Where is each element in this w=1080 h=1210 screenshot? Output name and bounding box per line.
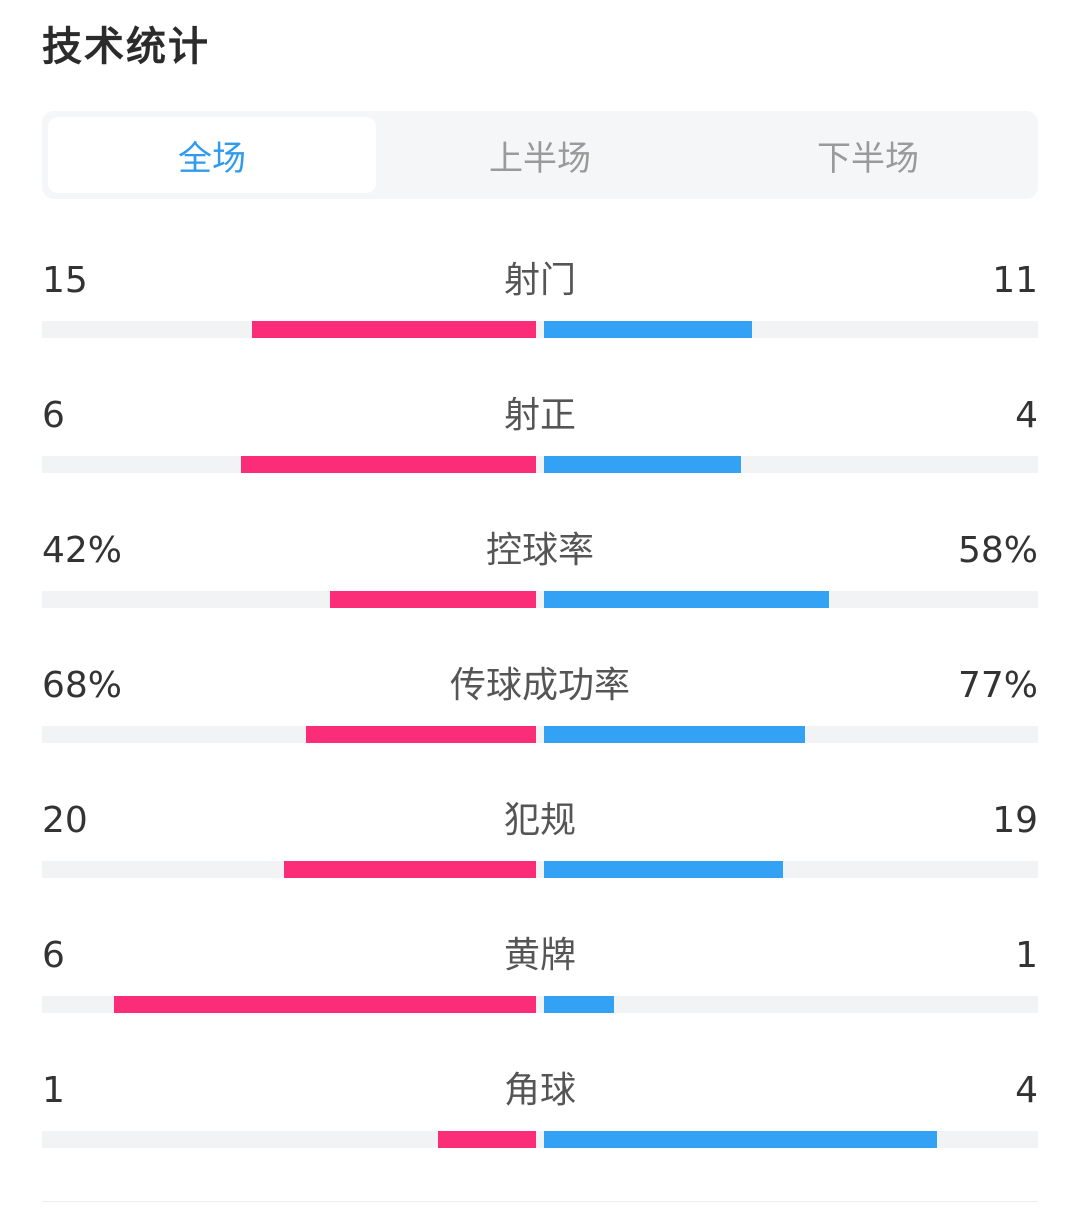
home-bar (438, 1131, 536, 1148)
page-title: 技术统计 (42, 24, 210, 70)
away-bar (544, 456, 741, 473)
away-bar (544, 996, 614, 1013)
home-bar (114, 996, 536, 1013)
home-bar (306, 726, 536, 743)
away-value: 58% (957, 530, 1038, 571)
bottom-divider (42, 1201, 1038, 1202)
away-value: 4 (1015, 395, 1038, 436)
away-value: 1 (1015, 935, 1038, 976)
home-value: 68% (42, 665, 123, 706)
tab-first-half[interactable]: 上半场 (489, 138, 591, 179)
period-tabs: 全场 上半场 下半场 (42, 111, 1038, 199)
away-bar (544, 321, 752, 338)
home-bar (241, 456, 536, 473)
stat-label: 控球率 (485, 530, 594, 571)
stat-bar-track (42, 321, 1038, 338)
away-bar (544, 726, 805, 743)
home-bar (284, 861, 536, 878)
home-value: 6 (42, 395, 65, 436)
away-bar (544, 591, 829, 608)
home-value: 20 (42, 800, 88, 841)
stat-label: 射门 (503, 260, 576, 301)
stats-list: 射门 15 11 射正 6 4 控球率 42% 58% 传球成功率 68% 77… (42, 248, 1038, 1193)
home-value: 1 (42, 1070, 65, 1111)
stat-label: 射正 (503, 395, 576, 436)
away-bar (544, 1131, 937, 1148)
away-value: 77% (957, 665, 1038, 706)
stat-bar-track (42, 1131, 1038, 1148)
stat-row: 黄牌 6 1 (42, 923, 1038, 1058)
stat-row: 控球率 42% 58% (42, 518, 1038, 653)
home-bar (330, 591, 536, 608)
away-bar (544, 861, 783, 878)
stat-row: 角球 1 4 (42, 1058, 1038, 1193)
away-value: 11 (992, 260, 1038, 301)
home-bar (252, 321, 536, 338)
away-value: 4 (1015, 1070, 1038, 1111)
stat-row: 射正 6 4 (42, 383, 1038, 518)
stat-label: 角球 (503, 1070, 576, 1111)
home-value: 42% (42, 530, 123, 571)
stat-label: 黄牌 (503, 935, 576, 976)
home-value: 6 (42, 935, 65, 976)
tab-full-match[interactable]: 全场 (48, 117, 376, 193)
stat-row: 犯规 20 19 (42, 788, 1038, 923)
stat-bar-track (42, 726, 1038, 743)
stat-label: 传球成功率 (449, 665, 630, 706)
stat-bar-track (42, 591, 1038, 608)
tab-second-half[interactable]: 下半场 (817, 138, 919, 179)
stat-bar-track (42, 456, 1038, 473)
stat-row: 传球成功率 68% 77% (42, 653, 1038, 788)
home-value: 15 (42, 260, 88, 301)
stat-bar-track (42, 996, 1038, 1013)
stat-bar-track (42, 861, 1038, 878)
stat-label: 犯规 (503, 800, 576, 841)
stat-row: 射门 15 11 (42, 248, 1038, 383)
away-value: 19 (992, 800, 1038, 841)
